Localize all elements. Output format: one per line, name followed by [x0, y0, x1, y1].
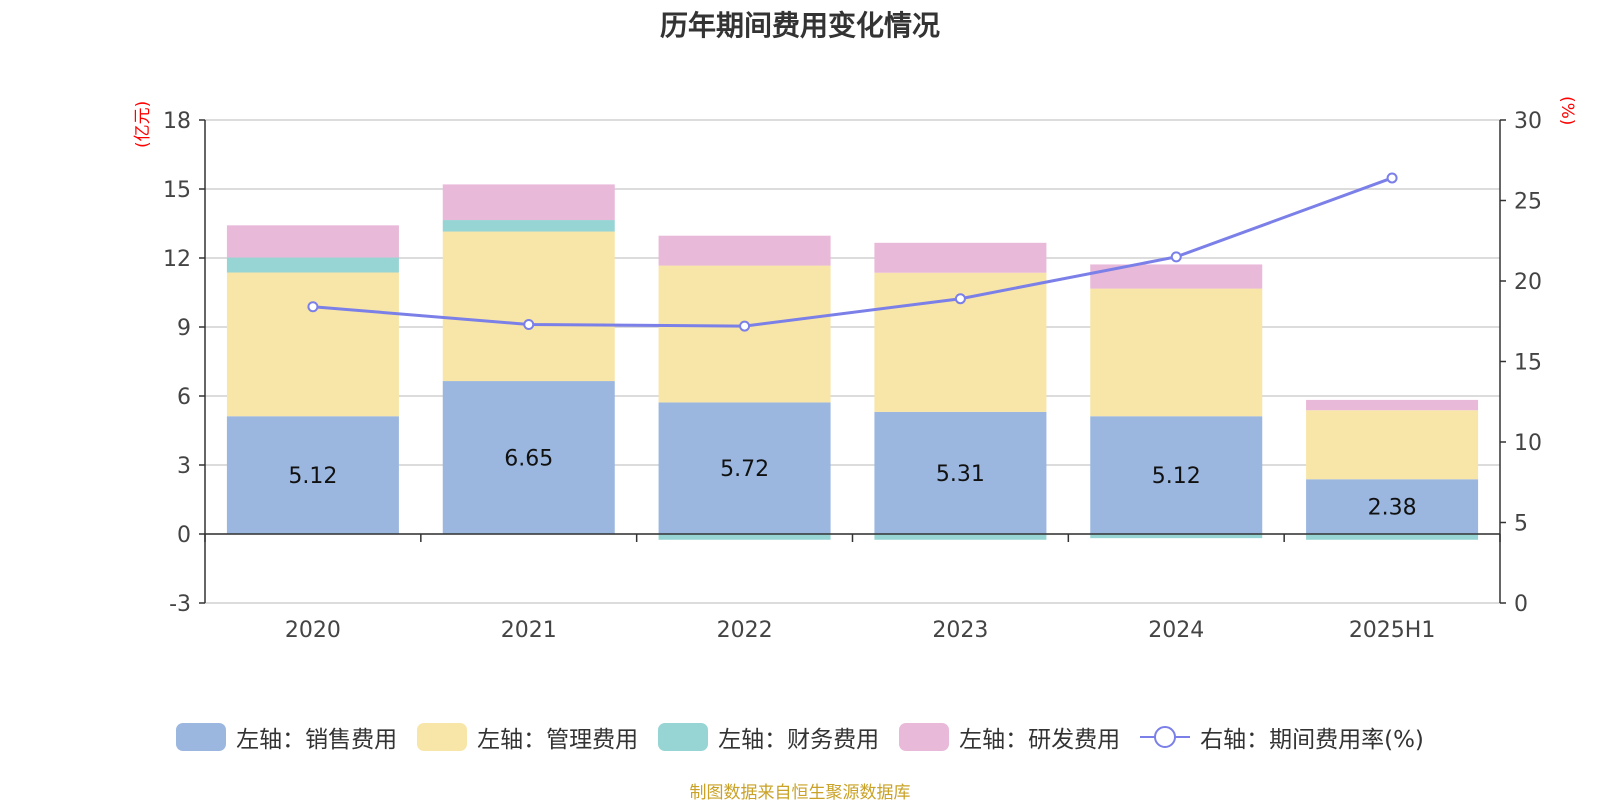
bar-segment: [874, 242, 1047, 273]
left-axis-tick-label: 6: [177, 385, 191, 410]
bar-segment: [874, 411, 1047, 534]
bar-segment: [658, 402, 831, 534]
right-axis-tick-label: 30: [1514, 109, 1542, 134]
legend-item-expense-ratio[interactable]: 右轴：期间费用率(%): [1140, 720, 1424, 754]
bar-segment: [226, 257, 399, 273]
legend-label-admin: 左轴：管理费用: [477, 727, 639, 753]
right-axis-tick-label: 15: [1514, 351, 1542, 376]
left-axis-tick-label: 9: [177, 316, 191, 341]
legend-label-sales: 左轴：销售费用: [236, 727, 398, 753]
bar-data-label: 5.12: [288, 464, 337, 489]
right-axis-tick-label: 25: [1514, 190, 1542, 215]
expense-ratio-point: [307, 301, 319, 313]
left-axis-tick-label: 0: [177, 523, 191, 548]
bar-data-label: 5.31: [936, 462, 985, 487]
bar-segment: [442, 184, 615, 221]
bar-segment: [1090, 288, 1263, 417]
bar-segment: [442, 231, 615, 382]
expense-ratio-point: [523, 318, 535, 330]
left-axis-tick-label: 18: [163, 109, 191, 134]
bar-data-label: 5.12: [1152, 464, 1201, 489]
legend-item-finance[interactable]: 左轴：财务费用: [658, 720, 879, 754]
bar-segment: [1306, 479, 1479, 534]
left-axis-tick-label: 3: [177, 454, 191, 479]
legend-label-finance: 左轴：财务费用: [718, 727, 880, 753]
legend-item-rnd[interactable]: 左轴：研发费用: [899, 720, 1120, 754]
legend-swatch-finance: [658, 723, 709, 751]
bar-data-label: 6.65: [504, 447, 553, 472]
bar-segment: [658, 534, 831, 540]
bar-data-label: 5.72: [720, 457, 769, 482]
x-axis-tick-label: 2020: [285, 618, 341, 643]
x-axis-tick-label: 2021: [501, 618, 557, 643]
legend-line-marker-icon: [1140, 726, 1191, 748]
bar-segment: [442, 220, 615, 232]
bar-segment: [1306, 399, 1479, 411]
x-axis-tick-label: 2023: [932, 618, 988, 643]
left-axis-tick-label: 12: [163, 247, 191, 272]
left-axis-tick-label: -3: [169, 592, 191, 617]
legend-label-rnd: 左轴：研发费用: [959, 727, 1121, 753]
bar-segment: [442, 381, 615, 534]
legend-swatch-rnd: [899, 723, 950, 751]
right-axis-tick-label: 5: [1514, 512, 1528, 537]
legend-swatch-sales: [176, 723, 227, 751]
data-source-note: 制图数据来自恒生聚源数据库: [689, 783, 911, 803]
bar-segment: [226, 272, 399, 417]
legend-swatch-admin: [417, 723, 468, 751]
right-axis-tick-label: 10: [1514, 431, 1542, 456]
chart-title: 历年期间费用变化情况: [659, 9, 940, 42]
bar-segment: [658, 235, 831, 266]
expense-ratio-line: [312, 176, 1393, 328]
expense-ratio-point: [954, 293, 966, 305]
x-axis-tick-label: 2025H1: [1349, 618, 1436, 643]
right-axis-tick-label: 20: [1514, 270, 1542, 295]
expense-ratio-point: [1170, 251, 1182, 263]
legend-label-expense-ratio: 右轴：期间费用率(%): [1200, 727, 1424, 753]
x-axis-tick-label: 2022: [717, 618, 773, 643]
bar-segment: [1306, 410, 1479, 480]
chart-canvas: -3 0 3 6 9 12 15 18 0 5 10 15 20 25 30 5.12 6.65 5.72 5.31…: [163, 109, 1542, 643]
chart-legend: 左轴：销售费用 左轴：管理费用 左轴：财务费用 左轴：研发费用 右轴：期间费用率…: [0, 720, 1600, 754]
legend-item-sales[interactable]: 左轴：销售费用: [176, 720, 397, 754]
bar-segment: [658, 265, 831, 403]
legend-item-admin[interactable]: 左轴：管理费用: [417, 720, 638, 754]
left-axis-tick-label: 15: [163, 178, 191, 203]
bar-segment: [874, 534, 1047, 540]
x-axis-tick-label: 2024: [1148, 618, 1204, 643]
bar-data-label: 2.38: [1368, 496, 1417, 521]
bar-segment: [226, 225, 399, 258]
expense-ratio-point: [1386, 172, 1398, 184]
expense-ratio-point: [739, 320, 751, 332]
bar-segment: [1306, 534, 1479, 540]
right-axis-tick-label: 0: [1514, 592, 1528, 617]
bar-segment: [226, 416, 399, 534]
bar-segment: [1090, 534, 1263, 539]
bar-segment: [1090, 416, 1263, 534]
